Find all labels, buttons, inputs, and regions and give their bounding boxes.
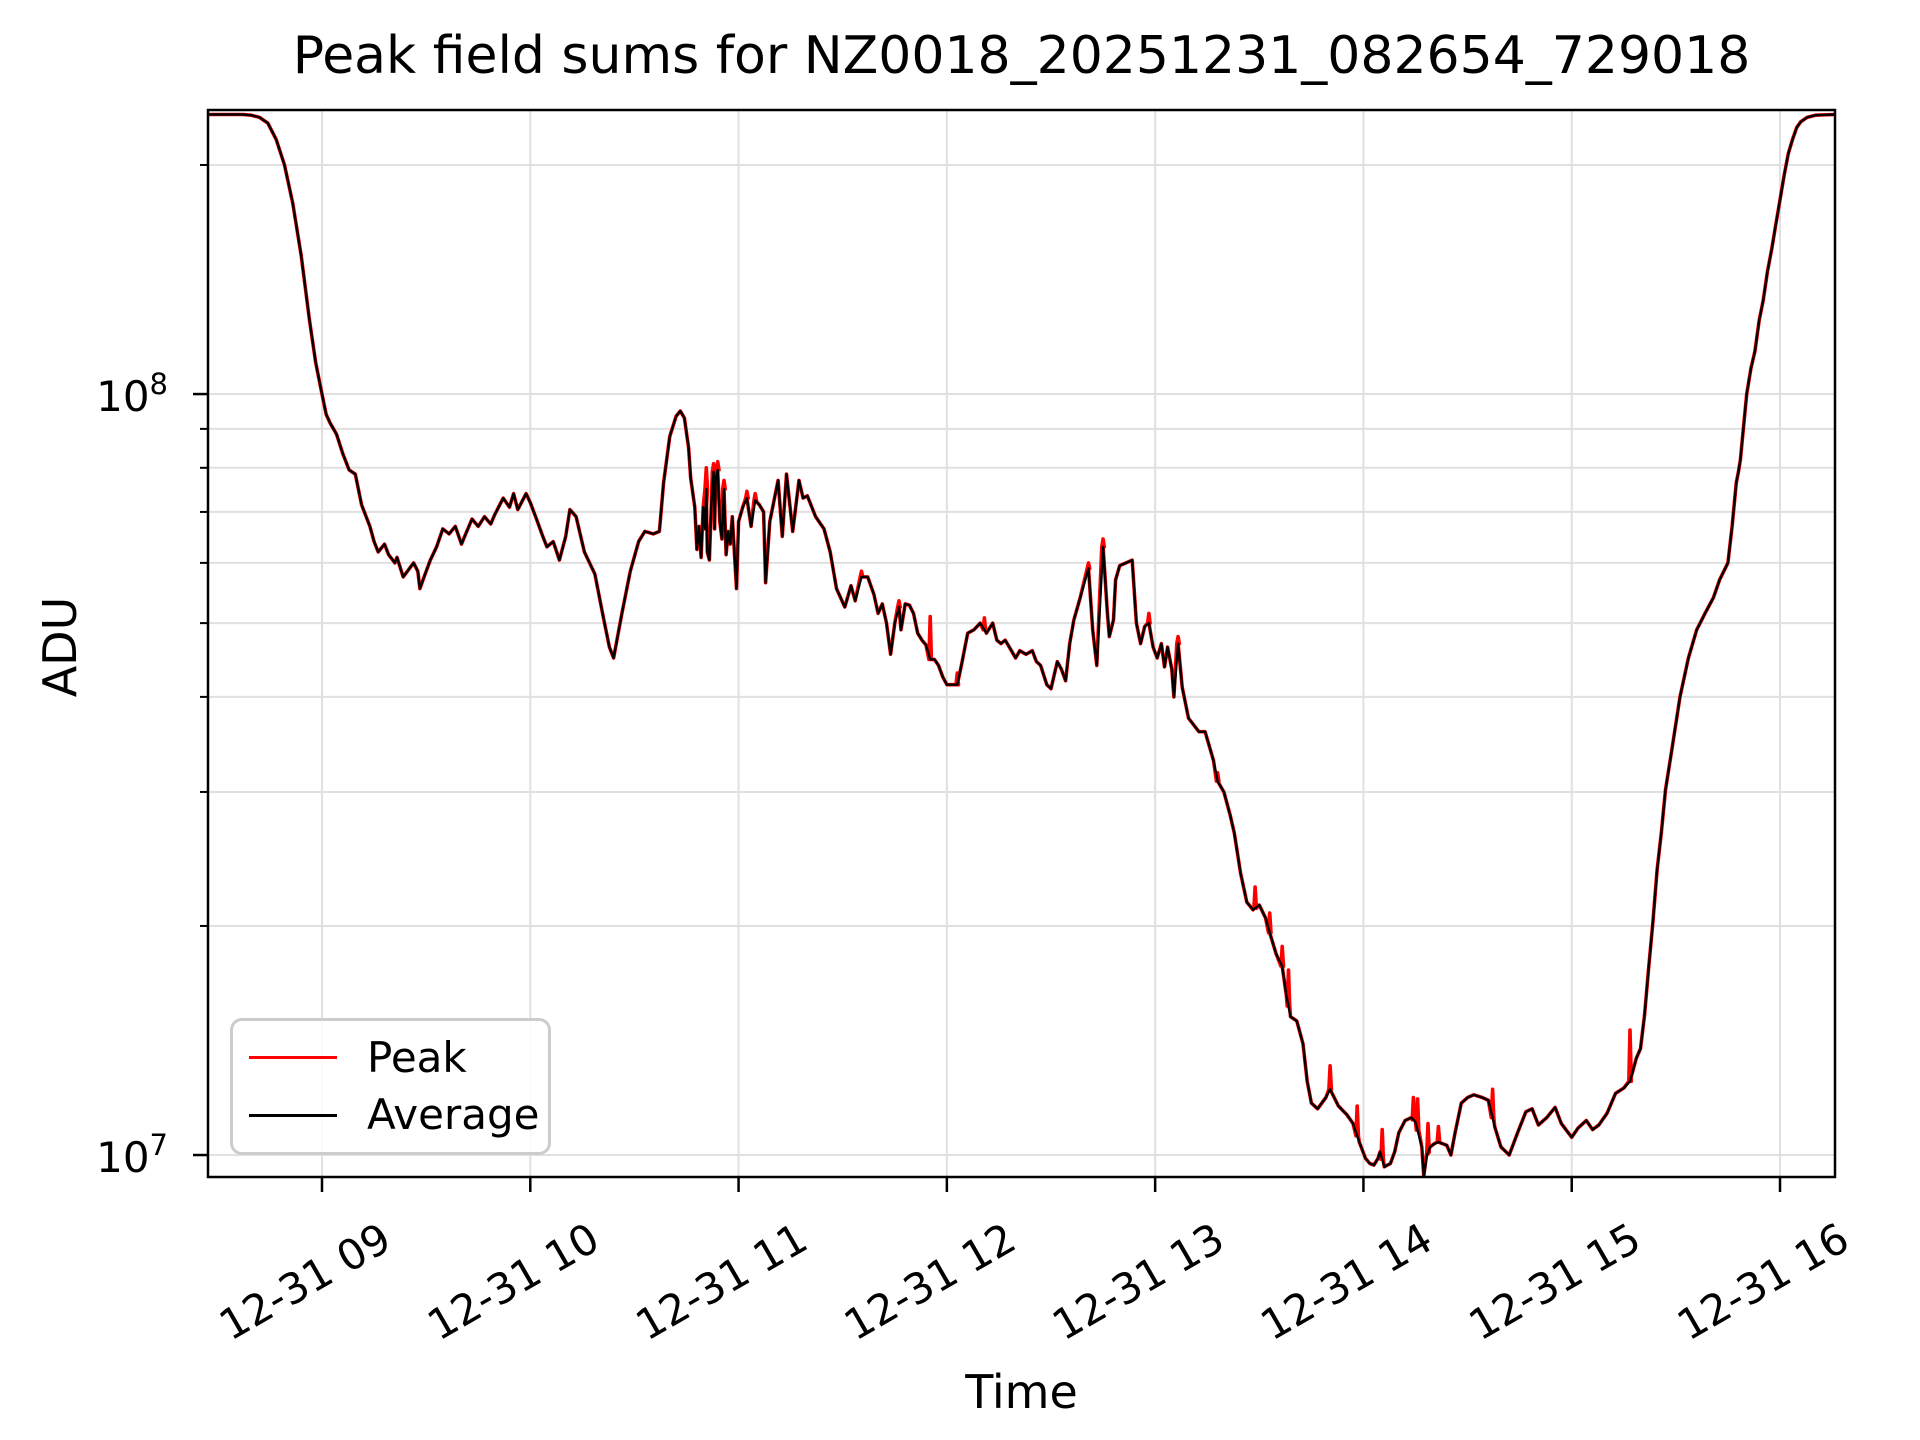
x-tick-label: 12-31 09	[211, 1213, 399, 1350]
legend: Peak Average	[230, 1018, 551, 1155]
average-line	[208, 113, 1835, 1177]
x-tick-label: 12-31 12	[836, 1213, 1024, 1350]
legend-line-sample	[249, 1113, 337, 1117]
y-axis-label: ADU	[33, 596, 87, 698]
legend-item-peak: Peak	[249, 1032, 548, 1084]
peak-line	[208, 112, 1835, 1177]
x-tick-label: 12-31 13	[1044, 1213, 1232, 1350]
y-tick-label: 108	[96, 367, 168, 421]
x-tick-label: 12-31 11	[628, 1213, 816, 1350]
legend-item-average: Average	[249, 1089, 548, 1141]
axes-spines	[206, 108, 1837, 1179]
x-tick-label: 12-31 10	[419, 1213, 607, 1350]
data-layer	[208, 112, 1835, 1177]
x-tick-label: 12-31 15	[1461, 1213, 1649, 1350]
x-tick-label: 12-31 16	[1669, 1213, 1857, 1350]
legend-label: Average	[367, 1090, 540, 1140]
gridlines	[208, 110, 1835, 1177]
legend-label: Peak	[367, 1032, 467, 1082]
ticks	[193, 163, 1782, 1192]
legend-line-sample	[249, 1056, 337, 1060]
chart-title: Peak field sums for NZ0018_20251231_0826…	[292, 26, 1751, 86]
x-tick-label: 12-31 14	[1252, 1213, 1440, 1350]
x-tick-labels: 12-31 09 12-31 10 12-31 11 12-31 12 12-31 13…	[211, 1213, 1857, 1350]
y-tick-label: 107	[96, 1128, 168, 1182]
x-axis-label: Time	[965, 1365, 1078, 1419]
y-tick-labels: 108 107	[96, 367, 168, 1182]
